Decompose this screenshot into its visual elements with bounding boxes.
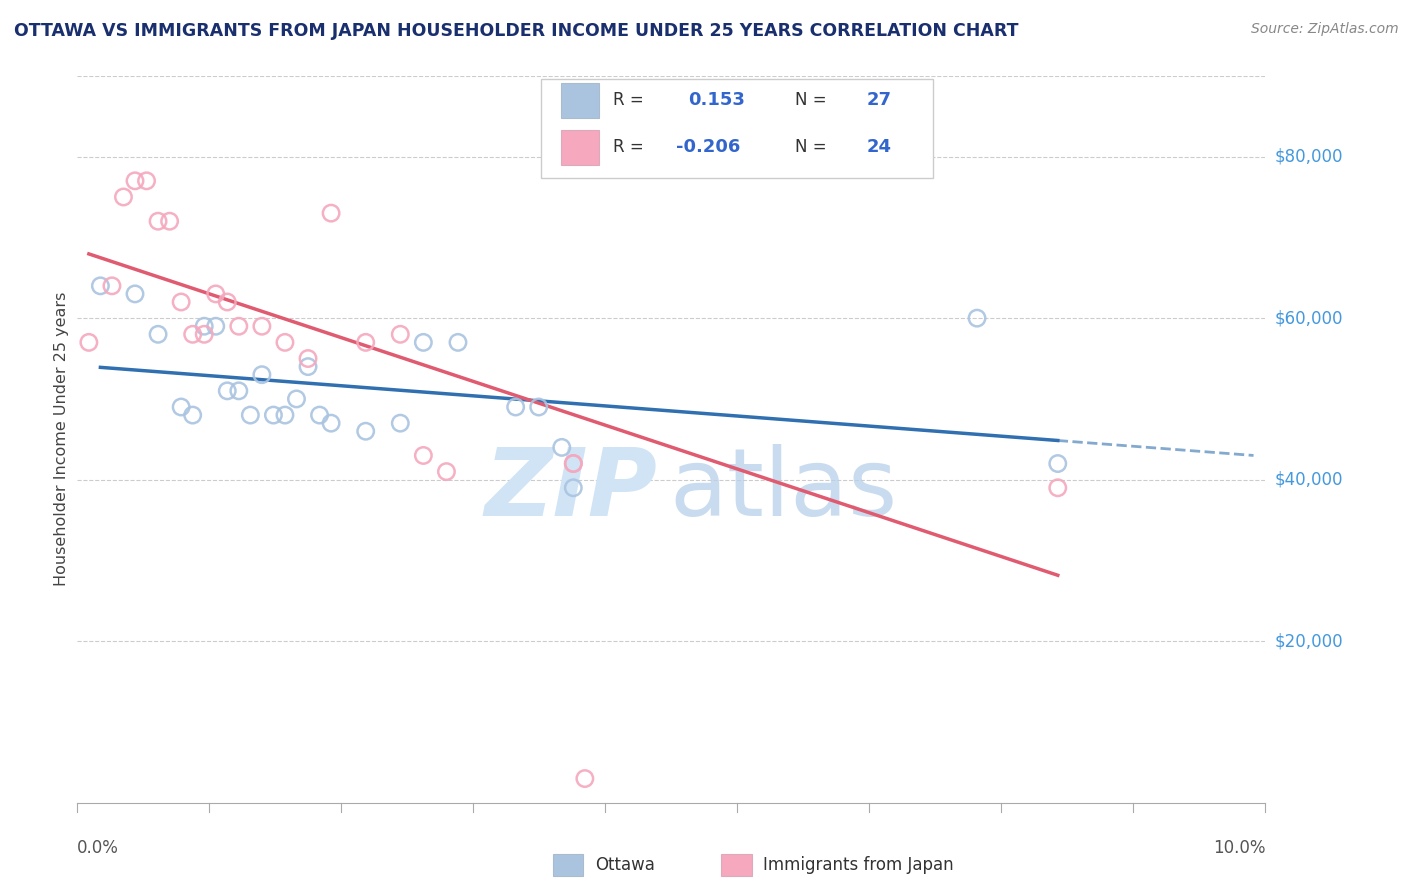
Point bbox=[159, 214, 181, 228]
Point bbox=[250, 319, 273, 334]
Text: 0.0%: 0.0% bbox=[77, 839, 120, 857]
Point bbox=[239, 408, 262, 422]
Y-axis label: Householder Income Under 25 years: Householder Income Under 25 years bbox=[53, 292, 69, 587]
Point bbox=[297, 359, 319, 374]
Point bbox=[193, 319, 215, 334]
Bar bbox=[561, 83, 599, 118]
FancyBboxPatch shape bbox=[541, 79, 932, 178]
Point bbox=[966, 311, 988, 326]
Point bbox=[297, 351, 319, 366]
Text: Immigrants from Japan: Immigrants from Japan bbox=[763, 856, 955, 874]
Point bbox=[436, 465, 458, 479]
Point bbox=[170, 295, 193, 310]
Text: 27: 27 bbox=[866, 91, 891, 109]
Point bbox=[1046, 457, 1069, 471]
Point bbox=[250, 368, 273, 382]
Text: 10.0%: 10.0% bbox=[1213, 839, 1265, 857]
Point bbox=[274, 335, 297, 350]
Point bbox=[146, 327, 169, 342]
Point bbox=[101, 278, 124, 293]
Text: $60,000: $60,000 bbox=[1275, 310, 1343, 327]
Point bbox=[389, 416, 412, 430]
Point bbox=[170, 400, 193, 414]
Point bbox=[354, 424, 377, 438]
Text: atlas: atlas bbox=[669, 444, 897, 536]
Point bbox=[412, 335, 434, 350]
Point bbox=[181, 408, 204, 422]
Point bbox=[562, 457, 585, 471]
Text: $80,000: $80,000 bbox=[1275, 147, 1343, 166]
Point bbox=[562, 457, 585, 471]
Point bbox=[217, 384, 239, 398]
Point bbox=[562, 481, 585, 495]
Point bbox=[412, 449, 434, 463]
Point bbox=[181, 327, 204, 342]
Text: R =: R = bbox=[613, 138, 644, 156]
Point bbox=[527, 400, 550, 414]
Text: N =: N = bbox=[794, 138, 827, 156]
Text: 0.153: 0.153 bbox=[688, 91, 745, 109]
Point bbox=[574, 772, 596, 786]
Point bbox=[228, 384, 250, 398]
Point bbox=[505, 400, 527, 414]
Point bbox=[193, 327, 215, 342]
Point bbox=[319, 416, 342, 430]
Text: -0.206: -0.206 bbox=[676, 138, 741, 156]
Bar bbox=[561, 130, 599, 165]
Text: R =: R = bbox=[613, 91, 644, 109]
Point bbox=[89, 278, 111, 293]
Point bbox=[274, 408, 297, 422]
Point bbox=[551, 441, 574, 455]
Point bbox=[228, 319, 250, 334]
Text: $20,000: $20,000 bbox=[1275, 632, 1344, 650]
Point bbox=[135, 174, 157, 188]
Point bbox=[124, 287, 146, 301]
Text: ZIP: ZIP bbox=[484, 444, 657, 536]
Point bbox=[146, 214, 169, 228]
Point bbox=[389, 327, 412, 342]
Text: OTTAWA VS IMMIGRANTS FROM JAPAN HOUSEHOLDER INCOME UNDER 25 YEARS CORRELATION CH: OTTAWA VS IMMIGRANTS FROM JAPAN HOUSEHOL… bbox=[14, 22, 1018, 40]
Point bbox=[262, 408, 284, 422]
Point bbox=[204, 287, 226, 301]
Point bbox=[124, 174, 146, 188]
Text: Source: ZipAtlas.com: Source: ZipAtlas.com bbox=[1251, 22, 1399, 37]
Point bbox=[354, 335, 377, 350]
Point bbox=[112, 190, 135, 204]
Point bbox=[308, 408, 330, 422]
Text: $40,000: $40,000 bbox=[1275, 471, 1343, 489]
Point bbox=[447, 335, 470, 350]
Text: Ottawa: Ottawa bbox=[595, 856, 655, 874]
Text: 24: 24 bbox=[866, 138, 891, 156]
Point bbox=[77, 335, 100, 350]
Point bbox=[319, 206, 342, 220]
Point bbox=[285, 392, 308, 406]
Text: N =: N = bbox=[794, 91, 827, 109]
Point bbox=[204, 319, 226, 334]
Point bbox=[1046, 481, 1069, 495]
Point bbox=[217, 295, 239, 310]
